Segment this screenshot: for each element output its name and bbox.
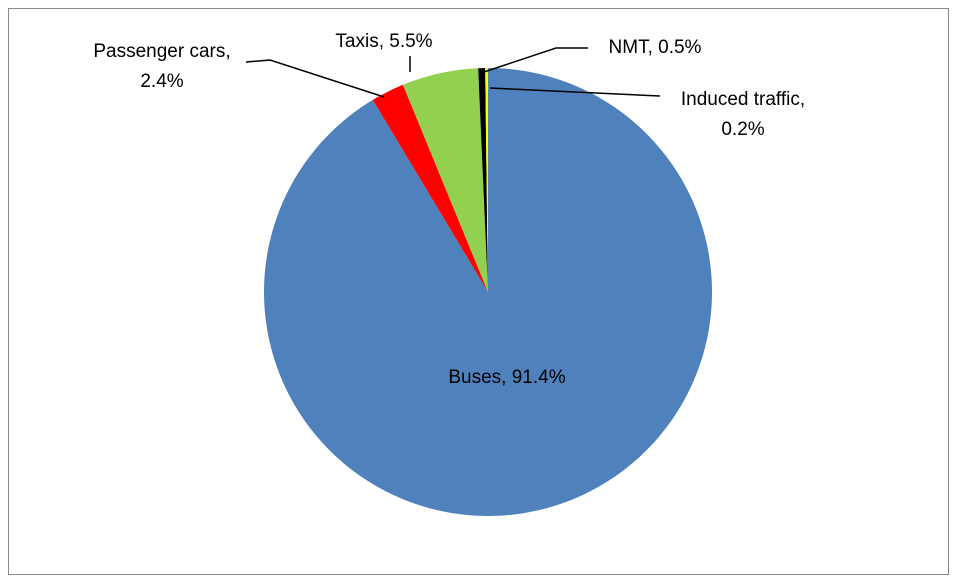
leader-line [483,47,588,73]
pie-slice [402,68,488,293]
data-label: Buses, 91.4% [448,367,565,388]
data-label-line: 2.4% [140,71,183,92]
data-label-line: 0.2% [721,119,764,140]
data-label: NMT, 0.5% [609,37,702,58]
pie-slice [485,68,488,292]
data-label-line: Passenger cars, [93,41,230,62]
leader-line [245,59,385,98]
data-label: Induced traffic, 0.2% [681,89,805,140]
data-label-line: Induced traffic, [681,89,805,110]
pie-slice [372,84,488,292]
data-label: Passenger cars, 2.4% [93,41,230,92]
data-label: Taxis, 5.5% [335,31,432,52]
pie-slice [264,68,713,516]
leader-line [489,87,661,97]
pie-slice [478,68,488,292]
pie [264,68,713,516]
